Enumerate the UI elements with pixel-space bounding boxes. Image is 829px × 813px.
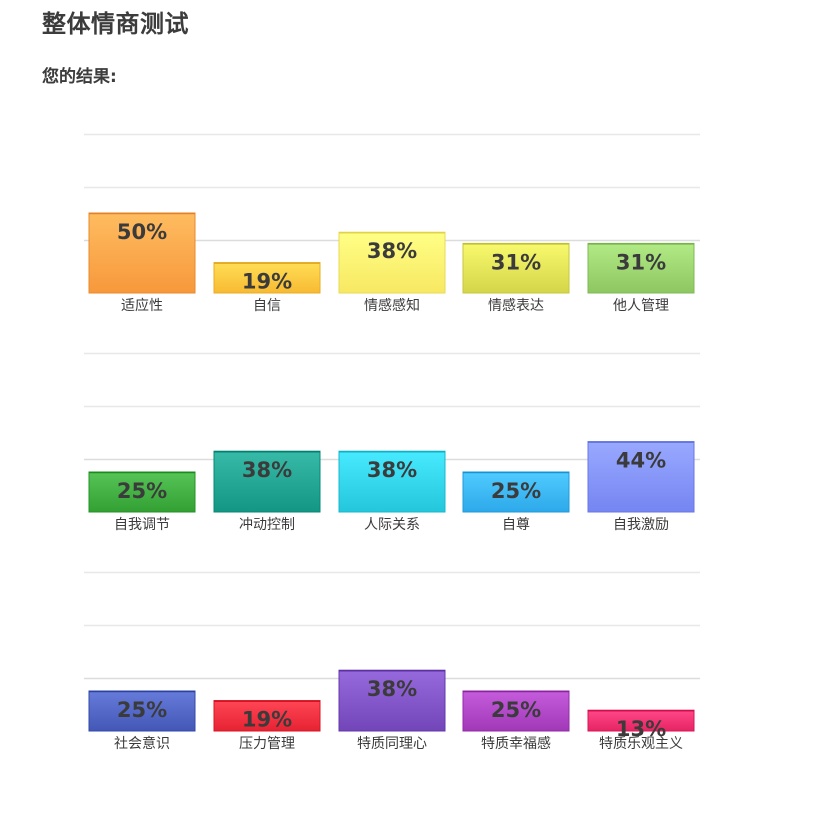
category-label: 特质同理心: [357, 736, 427, 752]
bar: [213, 700, 321, 732]
bar: [462, 242, 570, 294]
data-label: 31%: [616, 250, 666, 274]
data-label: 31%: [491, 250, 541, 274]
category-label: 他人管理: [613, 298, 669, 314]
data-label: 44%: [616, 449, 666, 473]
data-label: 13%: [616, 717, 666, 741]
data-label: 38%: [242, 458, 292, 482]
category-label: 情感感知: [364, 297, 420, 314]
bar: [338, 231, 446, 294]
category-label: 情感表达: [488, 297, 544, 314]
data-label: 25%: [117, 698, 167, 722]
category-label: 特质乐观主义: [599, 736, 683, 752]
category-label: 自我调节: [114, 517, 170, 533]
data-label: 50%: [117, 220, 167, 244]
bar: [88, 212, 196, 294]
bar: [88, 471, 196, 513]
page-title: 整体情商测试: [42, 10, 189, 38]
data-label: 38%: [367, 677, 417, 701]
data-label: 19%: [242, 270, 292, 294]
category-label: 适应性: [121, 297, 163, 314]
bar: [587, 242, 695, 294]
data-label: 25%: [491, 479, 541, 503]
bar: [462, 471, 570, 513]
data-label: 19%: [242, 708, 292, 732]
category-label: 社会意识: [114, 735, 170, 752]
category-label: 自尊: [502, 516, 530, 533]
category-label: 自我激励: [613, 516, 669, 533]
results-heading: 您的结果:: [42, 67, 117, 87]
category-label: 人际关系: [364, 517, 420, 533]
data-label: 25%: [491, 698, 541, 722]
bar: [462, 690, 570, 732]
category-label: 压力管理: [239, 736, 295, 752]
category-label: 冲动控制: [239, 517, 295, 533]
data-label: 38%: [367, 458, 417, 482]
grid-lines: [84, 571, 700, 680]
bar: [338, 669, 446, 732]
category-label: 自信: [253, 298, 281, 314]
category-label: 特质幸福感: [481, 735, 551, 752]
bar: [338, 450, 446, 513]
data-label: 38%: [367, 239, 417, 263]
bar: [88, 690, 196, 732]
data-label: 25%: [117, 479, 167, 503]
